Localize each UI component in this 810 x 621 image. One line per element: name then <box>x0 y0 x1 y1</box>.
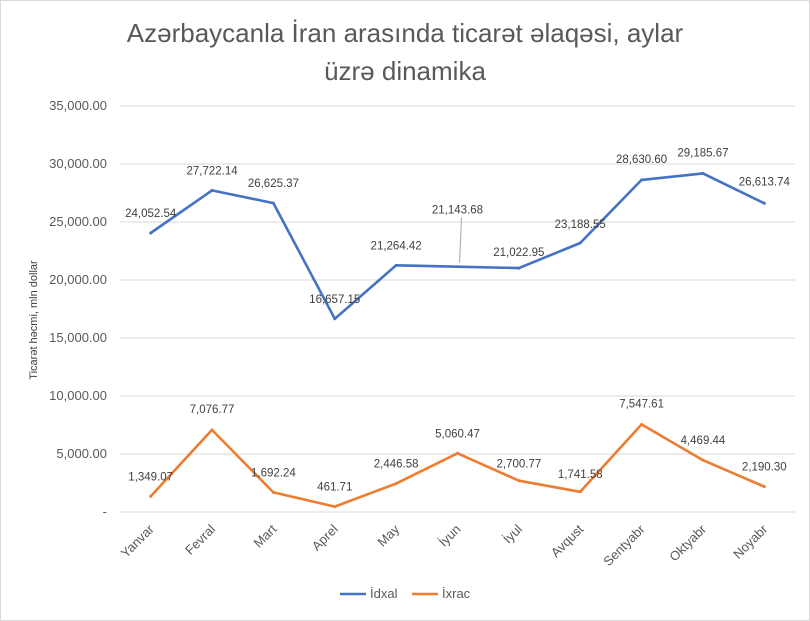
data-point <box>640 178 644 182</box>
data-point <box>517 266 521 270</box>
data-label: 23,188.55 <box>555 219 606 231</box>
data-label: 29,185.67 <box>677 147 728 159</box>
y-tick-label: - <box>103 504 107 519</box>
x-tick-label: İyul <box>500 521 525 546</box>
data-point <box>701 458 705 462</box>
data-point <box>762 201 766 205</box>
x-tick-label: May <box>374 521 402 549</box>
data-point <box>578 490 582 494</box>
chart-title-line-2: üzrə dinamika <box>324 56 486 86</box>
data-label: 24,052.54 <box>125 208 177 220</box>
data-point <box>578 241 582 245</box>
data-label: 2,190.30 <box>742 462 787 474</box>
legend[interactable]: İdxal İxrac <box>340 586 471 601</box>
y-axis-ticks: - 5,000.00 10,000.00 15,000.00 20,000.00 25,0… <box>49 98 107 519</box>
data-point <box>333 317 337 321</box>
data-label: 461.71 <box>317 482 352 494</box>
data-label: 7,547.61 <box>619 398 664 410</box>
data-labels: 24,052.54 27,722.14 26,625.37 16,657.15 21,2… <box>125 147 790 493</box>
x-tick-label: Noyabr <box>730 521 771 562</box>
gridlines <box>120 105 795 513</box>
data-point <box>394 482 398 486</box>
chart-title: Azərbaycanla İran arasında ticarət əlaqə… <box>0 14 810 90</box>
data-label: 1,349.07 <box>128 471 173 483</box>
data-label: 1,692.24 <box>251 467 296 479</box>
data-point <box>271 201 275 205</box>
data-point <box>271 490 275 494</box>
data-point <box>333 505 337 509</box>
x-tick-label: Oktyabr <box>666 521 709 564</box>
x-tick-label: Avqust <box>548 521 587 560</box>
data-label: 16,657.15 <box>309 294 360 306</box>
data-label: 1,741.58 <box>558 469 603 481</box>
y-tick-label: 35,000.00 <box>49 98 107 113</box>
data-point <box>210 188 214 192</box>
data-point <box>210 428 214 432</box>
y-tick-label: 10,000.00 <box>49 388 107 403</box>
y-tick-label: 5,000.00 <box>56 446 107 461</box>
data-label: 4,469.44 <box>681 435 726 447</box>
data-point <box>394 263 398 267</box>
x-tick-label: Yanvar <box>118 521 158 561</box>
data-point <box>149 494 153 498</box>
data-label: 21,264.42 <box>371 240 422 252</box>
y-tick-label: 20,000.00 <box>49 272 107 287</box>
data-point <box>701 171 705 175</box>
data-point <box>762 485 766 489</box>
legend-item-label[interactable]: İdxal <box>370 586 398 601</box>
chart-title-line-1: Azərbaycanla İran arasında ticarət əlaqə… <box>126 18 684 48</box>
data-label: 26,625.37 <box>248 178 299 190</box>
x-tick-label: Sentyabr <box>600 521 648 569</box>
data-label: 2,446.58 <box>374 459 419 471</box>
legend-item-label[interactable]: İxrac <box>442 586 471 601</box>
data-label: 26,613.74 <box>739 176 791 188</box>
data-label: 7,076.77 <box>190 404 235 416</box>
y-tick-label: 25,000.00 <box>49 214 107 229</box>
data-label: 28,630.60 <box>616 154 667 166</box>
y-tick-label: 30,000.00 <box>49 156 107 171</box>
x-tick-label: Aprel <box>309 521 341 553</box>
y-axis-label: Ticarət həcmi, mln dollar <box>28 260 40 380</box>
data-point <box>456 265 459 269</box>
y-tick-label: 15,000.00 <box>49 330 107 345</box>
data-point <box>517 479 521 483</box>
x-axis-ticks: Yanvar Fevral Mart Aprel May İyun İyul Avqust Se… <box>118 521 771 569</box>
x-tick-label: Fevral <box>182 521 218 557</box>
data-label: 2,700.77 <box>496 459 541 471</box>
data-point <box>149 231 153 235</box>
x-tick-label: Mart <box>251 521 280 550</box>
data-label: 27,722.14 <box>186 165 238 177</box>
series-line-0 <box>149 172 766 321</box>
series-lines <box>149 171 766 509</box>
data-label: 21,143.68 <box>432 205 483 217</box>
x-tick-label: İyun <box>436 522 464 550</box>
data-point <box>640 422 644 426</box>
data-label: 21,022.95 <box>493 247 544 259</box>
data-point <box>456 451 459 455</box>
data-label: 5,060.47 <box>435 428 480 440</box>
label-leader-line <box>459 217 462 263</box>
